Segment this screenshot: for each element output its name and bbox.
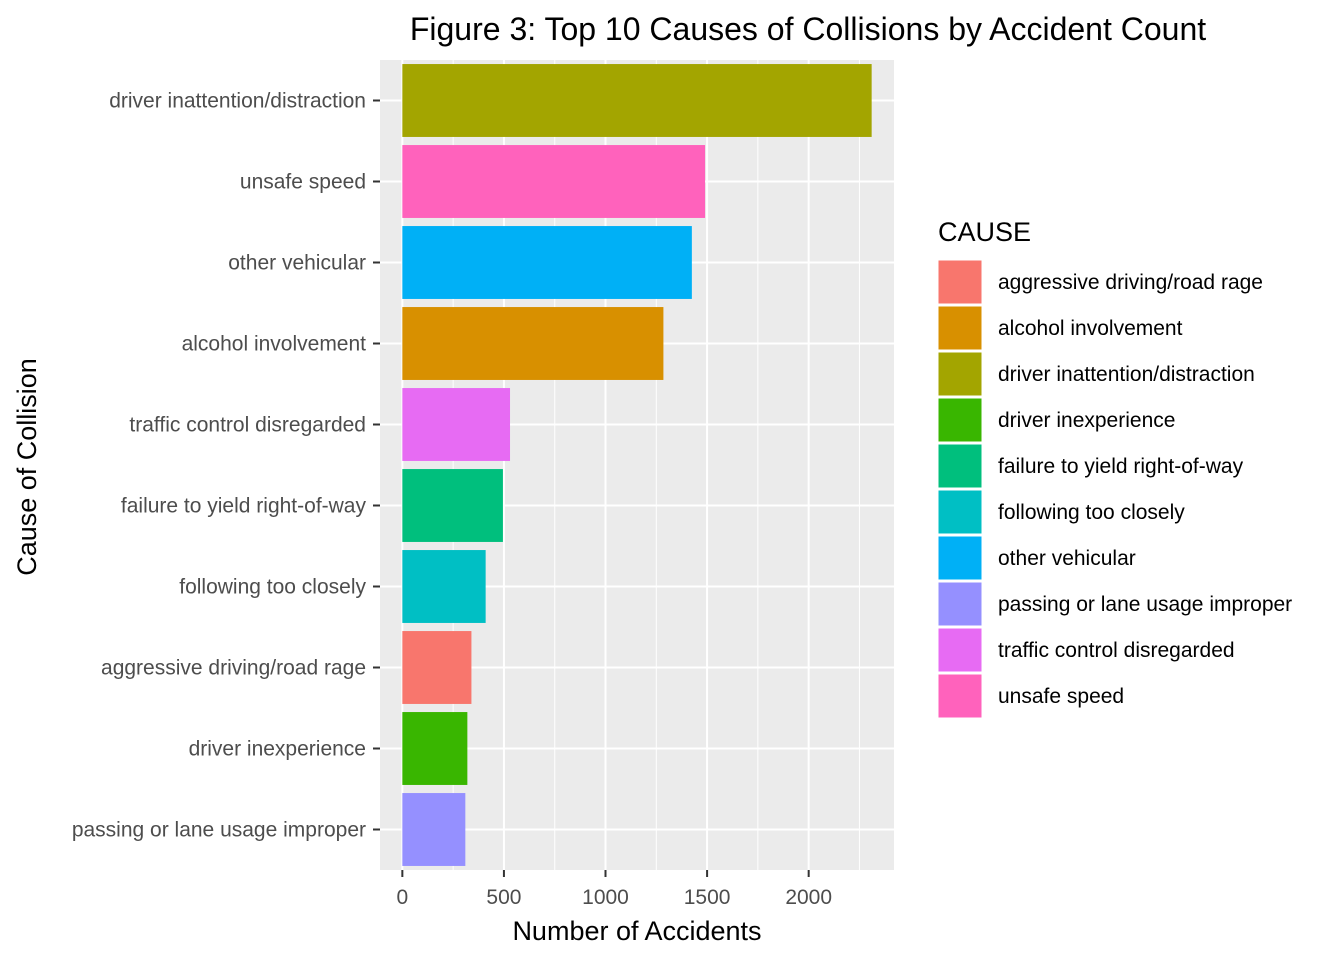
y-tick-label: unsafe speed [240, 171, 366, 194]
bar-unsafe-speed [402, 145, 706, 218]
bar-driver-inattention-distraction [402, 64, 872, 137]
x-tick-label: 0 [397, 886, 409, 909]
legend-swatch [937, 351, 983, 397]
legend-label: alcohol involvement [998, 317, 1183, 340]
legend-label: driver inexperience [998, 409, 1175, 432]
y-axis: driver inattention/distraction unsafe spe… [72, 90, 380, 842]
bar-alcohol-involvement [402, 307, 664, 380]
bar-failure-to-yield-right-of-way [402, 469, 503, 542]
x-axis: 0 500 1000 1500 2000 [397, 870, 832, 909]
legend-swatch [937, 443, 983, 489]
legend-label: failure to yield right-of-way [998, 455, 1244, 478]
chart-title: Figure 3: Top 10 Causes of Collisions by… [410, 11, 1206, 47]
y-tick-label: aggressive driving/road rage [101, 657, 366, 680]
y-tick-label: driver inattention/distraction [109, 90, 366, 113]
legend-swatch [937, 259, 983, 305]
legend-swatch [937, 305, 983, 351]
bar-following-too-closely [402, 550, 486, 623]
legend-swatch [937, 673, 983, 719]
bar-passing-or-lane-usage-improper [402, 793, 466, 866]
legend-swatch [937, 397, 983, 443]
y-tick-label: other vehicular [228, 252, 366, 275]
bars [402, 64, 872, 866]
bar-traffic-control-disregarded [402, 388, 511, 461]
legend-label: driver inattention/distraction [998, 363, 1255, 386]
legend-swatch [937, 581, 983, 627]
bar-driver-inexperience [402, 712, 468, 785]
legend-label: following too closely [998, 501, 1185, 524]
legend-label: aggressive driving/road rage [998, 271, 1263, 294]
x-tick-label: 2000 [785, 886, 832, 909]
y-tick-label: following too closely [179, 576, 366, 599]
y-tick-label: failure to yield right-of-way [121, 495, 367, 518]
legend: CAUSE aggressive driving/road rage alcoho… [937, 217, 1292, 719]
y-tick-label: passing or lane usage improper [72, 819, 366, 842]
x-tick-label: 1000 [582, 886, 629, 909]
legend-label: passing or lane usage improper [998, 593, 1292, 616]
x-tick-label: 1500 [684, 886, 731, 909]
legend-label: traffic control disregarded [998, 639, 1235, 662]
y-tick-label: traffic control disregarded [129, 414, 366, 437]
legend-swatch [937, 489, 983, 535]
legend-swatch [937, 627, 983, 673]
bar-aggressive-driving-road-rage [402, 631, 472, 704]
legend-label: unsafe speed [998, 685, 1124, 708]
x-tick-label: 500 [486, 886, 521, 909]
legend-swatch [937, 535, 983, 581]
bar-other-vehicular [402, 226, 692, 299]
legend-label: other vehicular [998, 547, 1136, 570]
y-axis-title: Cause of Collision [12, 358, 42, 576]
y-tick-label: driver inexperience [189, 738, 366, 761]
y-tick-label: alcohol involvement [182, 333, 367, 356]
legend-title: CAUSE [938, 217, 1031, 247]
x-axis-title: Number of Accidents [512, 916, 761, 946]
